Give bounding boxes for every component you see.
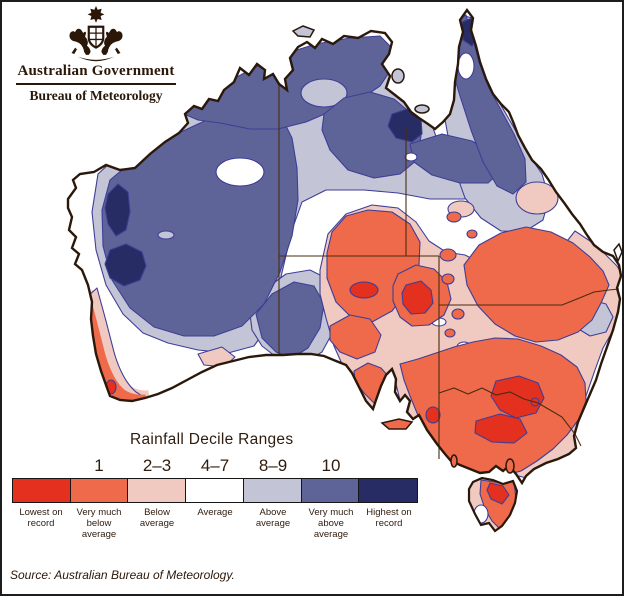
legend-swatch [186,479,244,502]
tiwi-islands [291,25,316,38]
decile-number: 8–9 [258,456,288,475]
legend-swatch-label: Below average [139,507,175,530]
legend-swatch [128,479,187,502]
islands [291,25,622,474]
decile-number [360,456,418,478]
legend-swatch-label: Average [197,507,233,518]
legend-swatch-label: Highest on record [366,507,412,530]
kangaroo-island [380,418,414,430]
decile-number: 4–7 [200,456,230,475]
legend-swatches [12,478,418,503]
legend-labels: Lowest on record Very much below average B… [12,507,422,541]
decile-number: 1 [94,456,104,475]
decile-number [12,456,70,478]
legend: Rainfall Decile Ranges 1 2–3 4–7 8–9 10 Lowe… [12,431,422,541]
commonwealth-star [87,5,105,23]
legend-decile-numbers: 1 2–3 4–7 8–9 10 [12,456,422,478]
coat-of-arms-icon [69,5,123,62]
decile-number: 2–3 [142,456,172,475]
source-note: Source: Australian Bureau of Meteorology… [10,568,235,582]
bureau-wordmark: Bureau of Meteorology [29,88,163,103]
legend-swatch-label: Very much below average [76,507,122,541]
legend-title: Rainfall Decile Ranges [130,431,294,448]
legend-swatch-label: Lowest on record [19,507,63,530]
groote-eylandt [391,68,405,84]
logo-divider [16,83,176,85]
legend-swatch [359,479,418,502]
wattle-ornament [77,56,115,62]
legend-swatch [301,479,360,502]
emu-silhouette [101,28,123,55]
government-wordmark: Australian Government [17,63,175,79]
king-island [450,454,458,468]
legend-swatch [70,479,129,502]
legend-swatch [13,479,71,502]
mornington-island [414,104,430,114]
state-borders [278,82,620,459]
legend-swatch [243,479,302,502]
fraser-island [613,242,622,264]
flinders-island [505,458,515,474]
legend-swatch-label: Above average [255,507,291,530]
coastline [66,7,622,533]
decile-number: 10 [321,456,341,475]
bom-logo: Australian Government Bureau of Meteorol… [10,5,182,104]
legend-swatch-label: Very much above average [308,507,354,541]
kangaroo-silhouette [69,28,91,55]
